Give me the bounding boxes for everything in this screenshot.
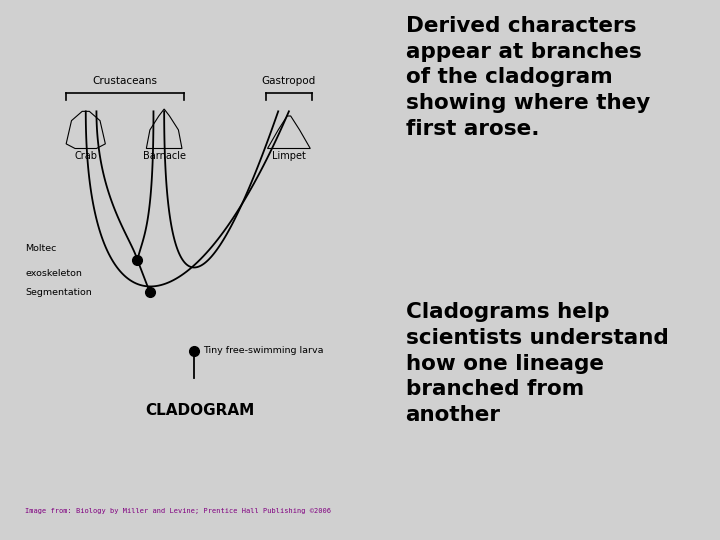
Text: Segmentation: Segmentation — [25, 288, 92, 297]
Text: Moltec: Moltec — [25, 244, 57, 253]
Text: CLADOGRAM: CLADOGRAM — [145, 403, 254, 418]
Text: Crab: Crab — [74, 151, 97, 161]
Text: exoskeleton: exoskeleton — [25, 269, 82, 278]
Text: Barnacle: Barnacle — [143, 151, 186, 161]
Text: Gastropod: Gastropod — [262, 76, 316, 86]
Text: Crustaceans: Crustaceans — [92, 76, 158, 86]
Text: Limpet: Limpet — [272, 151, 306, 161]
Text: Derived characters
appear at branches
of the cladogram
showing where they
first : Derived characters appear at branches of… — [405, 16, 649, 139]
Text: Tiny free-swimming larva: Tiny free-swimming larva — [203, 346, 324, 355]
Text: Image from: Biology by Miller and Levine; Prentice Hall Publishing ©2006: Image from: Biology by Miller and Levine… — [25, 508, 331, 514]
Text: Cladograms help
scientists understand
how one lineage
branched from
another: Cladograms help scientists understand ho… — [405, 302, 668, 425]
